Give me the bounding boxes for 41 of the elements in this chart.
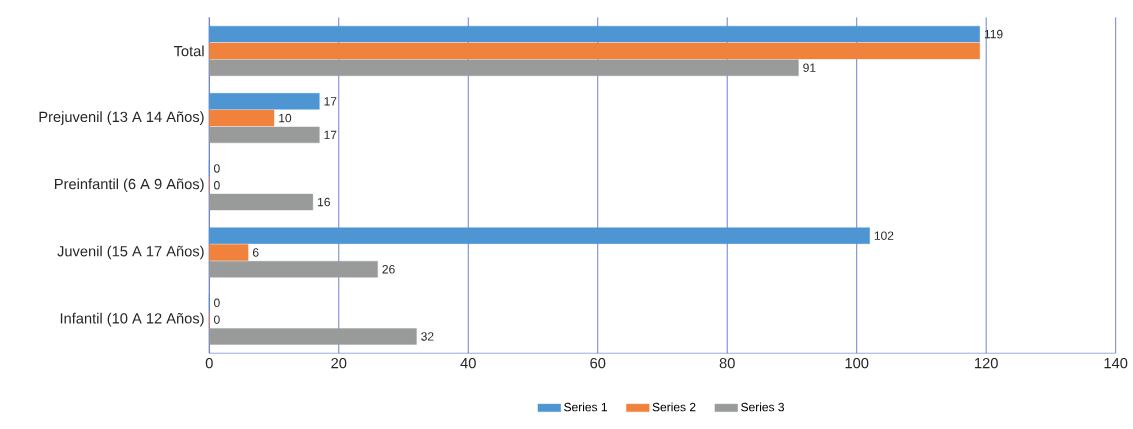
data-label: 0 bbox=[214, 180, 220, 190]
bar bbox=[209, 109, 275, 127]
data-label: 10 bbox=[279, 113, 292, 123]
x-tick-label: 140 bbox=[1104, 357, 1128, 369]
bar bbox=[209, 260, 378, 278]
data-label: 6 bbox=[253, 248, 259, 257]
bar bbox=[209, 193, 314, 211]
data-label: 91 bbox=[803, 63, 816, 72]
bar bbox=[209, 227, 870, 244]
x-tick-label: 40 bbox=[460, 357, 476, 369]
x-tick-label: 60 bbox=[590, 357, 606, 369]
y-tick-label: Infantil (10 A 12 Años) bbox=[60, 312, 204, 327]
y-tick-label: Prejuvenil (13 A 14 Años) bbox=[39, 111, 204, 125]
y-tick-label: Juvenil (15 A 17 Años) bbox=[57, 245, 204, 260]
bar bbox=[209, 328, 417, 345]
data-label: 16 bbox=[318, 197, 330, 207]
y-tick-label: Preinfantil (6 A 9 Años) bbox=[55, 178, 204, 193]
legend-label: Series 2 bbox=[652, 402, 696, 412]
x-tick-label: 0 bbox=[205, 357, 213, 369]
bar bbox=[209, 59, 799, 76]
bar bbox=[209, 42, 980, 60]
data-label: 32 bbox=[421, 332, 434, 341]
x-tick-label: 100 bbox=[845, 357, 869, 369]
legend-label: Series 1 bbox=[564, 402, 607, 412]
data-label: 102 bbox=[874, 231, 894, 240]
data-label: 119 bbox=[984, 29, 1003, 39]
x-tick-label: 120 bbox=[975, 357, 998, 369]
bar bbox=[209, 25, 980, 43]
legend-label: Series 3 bbox=[741, 402, 785, 412]
data-label: 17 bbox=[324, 130, 337, 139]
data-label: 0 bbox=[214, 298, 220, 308]
x-tick-label: 80 bbox=[719, 357, 735, 369]
bar bbox=[209, 126, 320, 143]
data-label: 17 bbox=[324, 97, 337, 106]
bar bbox=[209, 244, 249, 261]
bar bbox=[209, 93, 320, 110]
data-label: 0 bbox=[214, 164, 220, 173]
data-label: 26 bbox=[382, 264, 395, 274]
x-tick-label: 20 bbox=[331, 357, 347, 369]
data-label: 0 bbox=[214, 315, 220, 324]
y-tick-label: Total bbox=[173, 45, 204, 57]
